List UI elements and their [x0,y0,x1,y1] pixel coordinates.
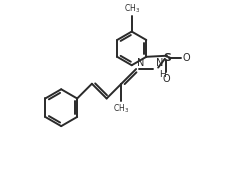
Text: O: O [163,74,171,84]
Text: CH$_3$: CH$_3$ [113,102,130,115]
Text: N: N [156,58,163,68]
Text: N: N [137,58,145,68]
Text: O: O [182,53,190,63]
Text: S: S [163,53,171,63]
Text: CH$_3$: CH$_3$ [124,3,140,15]
Text: H: H [159,70,166,79]
